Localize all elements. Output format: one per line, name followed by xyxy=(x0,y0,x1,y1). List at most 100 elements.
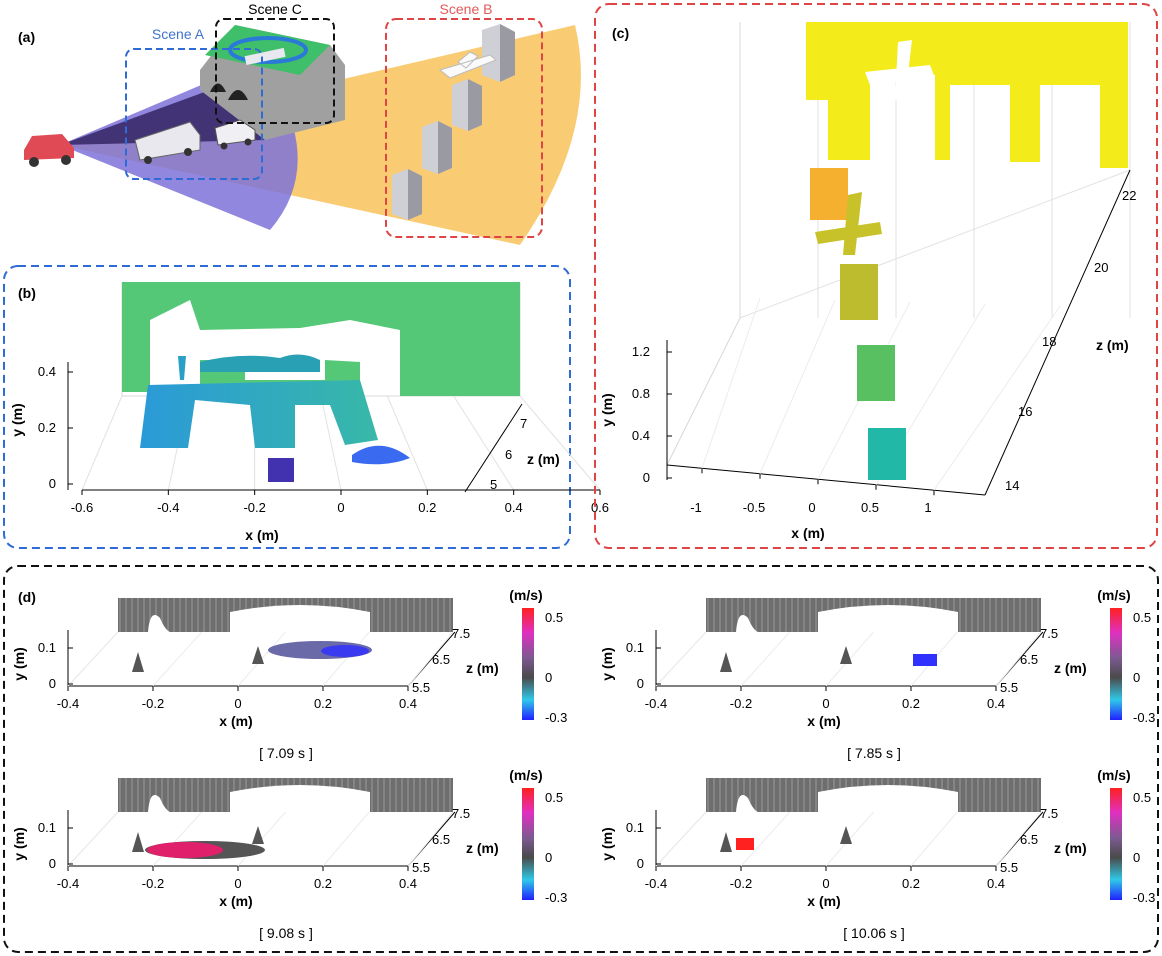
scene-c-label: Scene C xyxy=(248,1,302,17)
grid-line xyxy=(407,631,454,687)
grid-line xyxy=(740,631,791,687)
y-tick-label: 0.1 xyxy=(626,820,644,835)
colorbar xyxy=(522,788,534,900)
z-axis-label: z (m) xyxy=(466,840,499,856)
building-3 xyxy=(422,121,452,174)
x-tick-label: -0.4 xyxy=(645,876,667,891)
z-axis xyxy=(984,169,1131,496)
scene-a-frame xyxy=(125,48,263,180)
velocity-frame-1: -0.4 -0.2 0 0.2 0.4 0 0.1 y (m) x (m) 5.56.57.5 z … xyxy=(11,587,567,761)
y-axis-label: y (m) xyxy=(9,403,25,436)
road-tunnel xyxy=(60,90,265,145)
x-tick-label: -0.4 xyxy=(645,696,667,711)
z-tick-label: 7.5 xyxy=(452,806,470,821)
z-axis-label: z (m) xyxy=(527,451,560,467)
scene-c-frame xyxy=(215,18,335,124)
colorbar-tick-label: 0 xyxy=(545,670,552,685)
tree-points xyxy=(132,652,144,672)
panel-c-point-cloud xyxy=(806,22,1128,480)
x-tick-label: -0.2 xyxy=(730,696,752,711)
grid-line xyxy=(453,395,515,491)
x-tick-label: 0.2 xyxy=(902,876,920,891)
grid-line xyxy=(386,395,428,491)
grid-line xyxy=(67,811,119,867)
grid-line xyxy=(81,395,123,491)
panel-c: (c) -1 -0.5 0 0.5 1 x (m) 0 0.4 0.8 1.2 y (m) 14 16 1… xyxy=(594,3,1158,549)
z-tick-label: 7 xyxy=(520,416,527,431)
panel-a-tag: (a) xyxy=(18,29,35,45)
building-cluster-18m xyxy=(840,264,878,320)
panel-b: (b) -0.6 -0.4 -0.2 0 0.2 0.4 0.6 0 0.2 0.4 y (m) x … xyxy=(3,265,609,549)
wall-cluster-22m xyxy=(806,22,1128,168)
bus xyxy=(134,121,201,164)
building-cluster-14m xyxy=(868,428,906,480)
colorbar-label: (m/s) xyxy=(1097,587,1130,603)
tunnel-top xyxy=(200,354,320,372)
building-cluster-16m xyxy=(857,345,895,401)
y-axis-label: y (m) xyxy=(11,647,27,680)
panel-c-axes: -1 -0.5 0 0.5 1 x (m) 0 0.4 0.8 1.2 y (m) 14 16 18 20 2… xyxy=(599,22,1136,541)
police-car xyxy=(214,119,256,150)
x-axis-label: x (m) xyxy=(219,893,252,909)
building-2 xyxy=(452,79,482,131)
x-tick-label: -0.6 xyxy=(71,500,93,515)
moving-object xyxy=(913,654,937,666)
z-tick-label: 7.5 xyxy=(1040,806,1058,821)
y-tick-label: 0 xyxy=(49,856,56,871)
z-tick-label: 6.5 xyxy=(1020,832,1038,847)
z-tick-label: 6 xyxy=(505,447,512,462)
z-axis xyxy=(464,403,523,493)
panel-d-frame xyxy=(3,565,1159,953)
x-tick-label: 0.2 xyxy=(418,500,436,515)
scene-b-frame xyxy=(385,18,543,238)
y-axis-label: y (m) xyxy=(599,393,615,426)
yellow-beam xyxy=(60,25,581,245)
panel-b-tag: (b) xyxy=(18,285,36,301)
velocity-frame-2: -0.4 -0.2 0 0.2 0.4 0 0.1 y (m) x (m) 5.56.57.5 z … xyxy=(599,587,1155,761)
grid-line xyxy=(655,631,707,687)
y-tick-label: 0.1 xyxy=(626,640,644,655)
panel-b-frame xyxy=(3,265,571,549)
x-tick-label: -1 xyxy=(690,500,702,515)
frame-time: [ 10.06 s ] xyxy=(843,925,904,941)
grid-line xyxy=(666,317,741,466)
grid-line xyxy=(740,811,791,867)
y-axis-label: y (m) xyxy=(11,827,27,860)
z-axis-label: z (m) xyxy=(1096,337,1129,353)
moving-object-velocity xyxy=(321,645,369,657)
z-tick-label: 6.5 xyxy=(1020,652,1038,667)
z-tick-label: 14 xyxy=(1005,478,1019,493)
wall-gap xyxy=(148,795,170,812)
tree-points xyxy=(252,826,264,844)
panel-d-frames: -0.4 -0.2 0 0.2 0.400.1y (m)x (m)5.56.57.5z … xyxy=(11,587,1155,941)
x-tick-label: 0 xyxy=(822,876,829,891)
airplane xyxy=(438,51,497,79)
colorbar-tick-label: 0.5 xyxy=(545,790,563,805)
wall-gap xyxy=(736,615,758,632)
z-tick-label: 5.5 xyxy=(412,860,430,875)
x-tick-label: -0.2 xyxy=(142,876,164,891)
colorbar xyxy=(1110,788,1122,900)
background-wall xyxy=(122,282,520,396)
grid-line xyxy=(152,631,203,687)
y-tick-label: 0 xyxy=(643,470,650,485)
x-tick-label: 0 xyxy=(337,500,344,515)
z-tick-label: 16 xyxy=(1018,404,1032,419)
moving-object-velocity xyxy=(147,842,223,858)
y-tick-label: 1.2 xyxy=(632,344,650,359)
grid-line xyxy=(910,811,958,867)
colorbar-tick-label: 0.5 xyxy=(1133,790,1151,805)
panel-c-tag: (c) xyxy=(612,25,629,41)
z-axis-label: z (m) xyxy=(466,660,499,676)
x-tick-label: 0.5 xyxy=(861,500,879,515)
grid-line xyxy=(519,395,601,491)
wall-gap xyxy=(230,785,370,812)
x-tick-label: -0.4 xyxy=(57,876,79,891)
x-tick-label: 0.6 xyxy=(591,500,609,515)
red-car xyxy=(24,134,74,167)
box-cluster xyxy=(268,458,294,482)
panel-c-frame xyxy=(594,3,1158,549)
building-cluster-20m xyxy=(810,168,848,220)
x-tick-label: 0.4 xyxy=(987,696,1005,711)
tunnel-structure xyxy=(140,380,378,448)
